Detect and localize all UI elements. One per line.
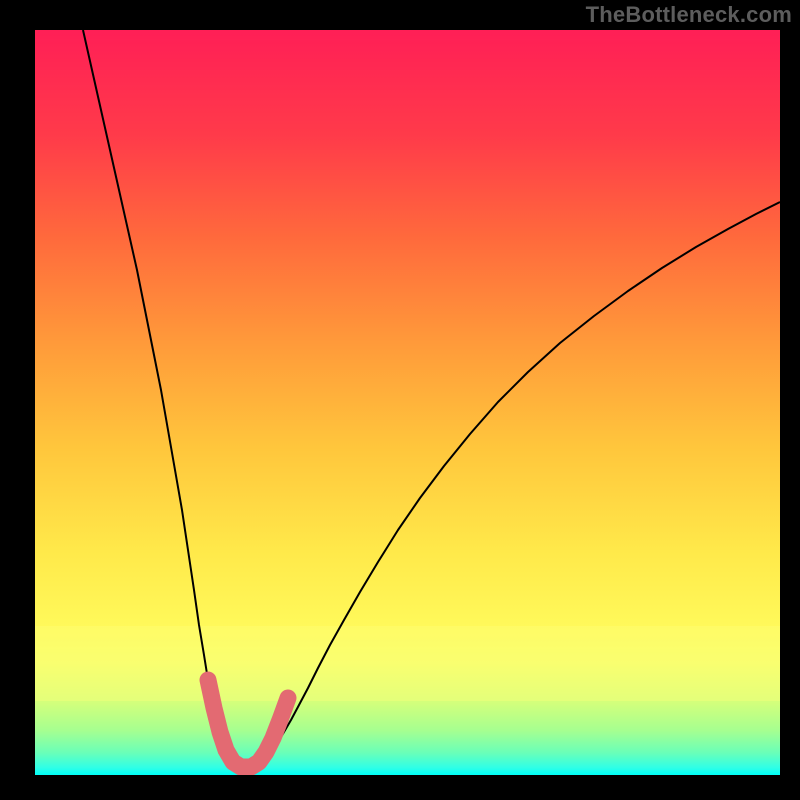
plot-area <box>35 30 780 775</box>
chart-curves <box>35 30 780 775</box>
valley-highlight <box>208 680 288 767</box>
bottleneck-curve <box>83 30 780 766</box>
chart-canvas: TheBottleneck.com <box>0 0 800 800</box>
watermark-text: TheBottleneck.com <box>586 2 792 28</box>
